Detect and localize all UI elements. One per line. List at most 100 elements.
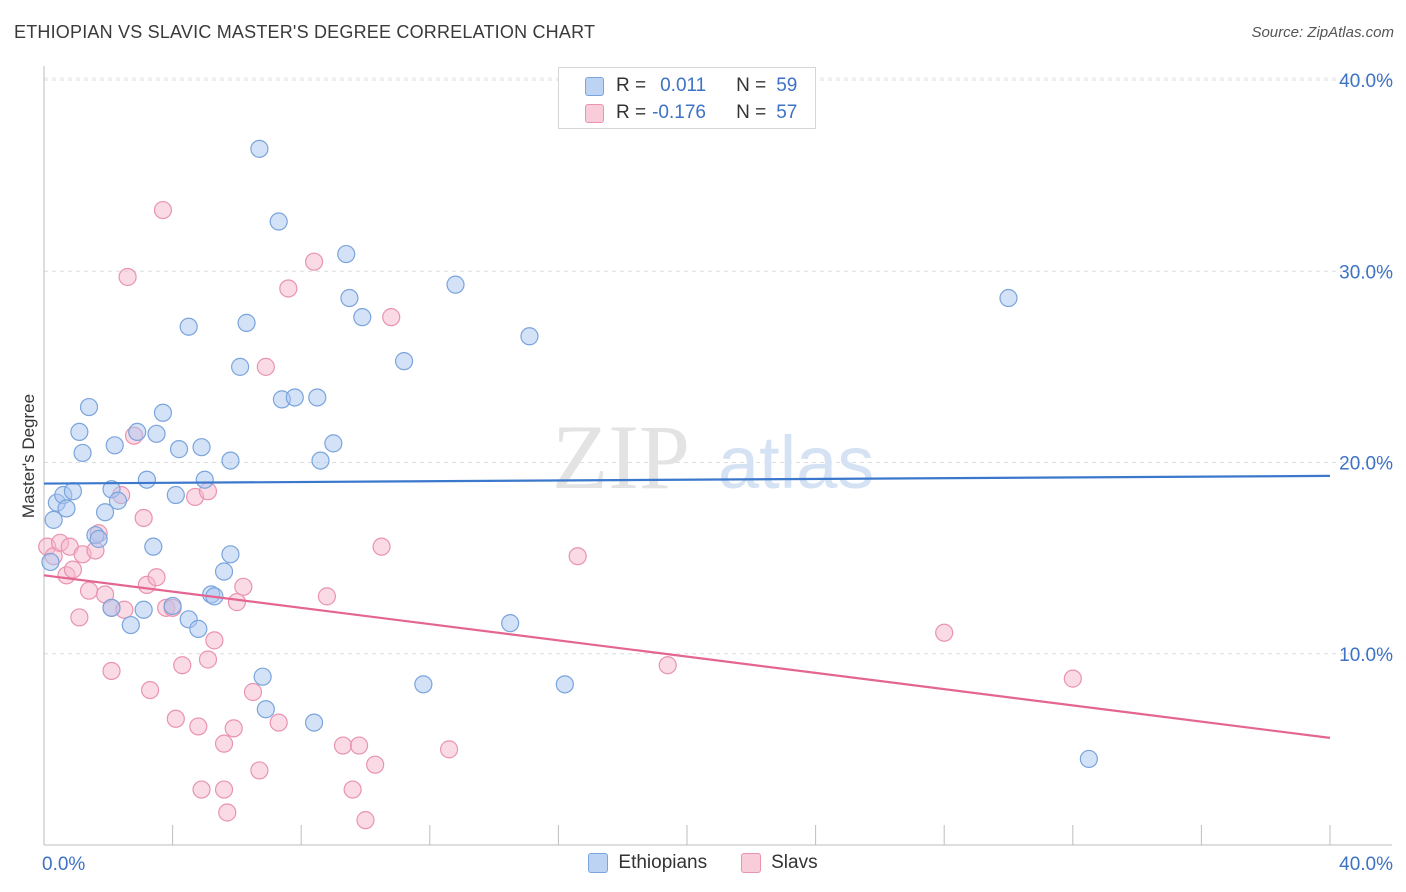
point-ethiopians <box>304 713 324 732</box>
n-label: N = <box>736 102 767 123</box>
point-ethiopians <box>192 438 211 457</box>
point-ethiopians <box>221 545 240 564</box>
x-tick-label-left: 0.0% <box>42 854 85 875</box>
point-ethiopians <box>73 443 92 463</box>
point-ethiopians <box>134 600 153 619</box>
watermark-zip: ZIP <box>552 406 690 508</box>
point-slavs <box>304 252 324 271</box>
r-value: -0.176 <box>652 102 706 123</box>
point-slavs <box>279 279 298 298</box>
point-ethiopians <box>105 436 124 455</box>
point-ethiopians <box>137 470 156 489</box>
point-ethiopians <box>253 667 272 686</box>
legend-swatch-pink <box>585 103 604 123</box>
legend-label: Slavs <box>771 852 818 873</box>
point-slavs <box>250 761 269 780</box>
watermark: ZIP atlas <box>552 406 874 508</box>
point-ethiopians <box>250 139 269 158</box>
x-tick-label-right: 40.0% <box>1339 854 1393 875</box>
point-slavs <box>372 537 391 556</box>
source-label: Source: ZipAtlas.com <box>1251 24 1394 41</box>
point-slavs <box>269 713 288 732</box>
point-ethiopians <box>63 482 83 501</box>
point-slavs <box>256 357 275 376</box>
point-slavs <box>568 547 587 566</box>
y-tick-label: 40.0% <box>1339 71 1393 92</box>
point-ethiopians <box>166 485 185 505</box>
point-ethiopians <box>121 615 140 635</box>
point-ethiopians <box>189 619 208 638</box>
series-slavs <box>38 200 1082 830</box>
stats-row-slavs: R = -0.176 N = 57 <box>585 100 797 126</box>
point-ethiopians <box>308 388 327 407</box>
point-ethiopians <box>144 537 163 556</box>
point-slavs <box>140 680 160 700</box>
point-slavs <box>382 308 401 327</box>
legend-label: Ethiopians <box>618 852 708 873</box>
point-slavs <box>63 560 83 579</box>
point-ethiopians <box>999 288 1018 308</box>
point-ethiopians <box>95 503 115 522</box>
point-ethiopians <box>555 675 574 694</box>
point-slavs <box>439 740 459 759</box>
point-slavs <box>333 736 353 755</box>
point-ethiopians <box>89 529 108 549</box>
point-ethiopians <box>221 451 240 470</box>
n-value: 59 <box>776 75 798 96</box>
legend-item-slavs[interactable]: Slavs <box>741 852 818 874</box>
trend-line-ethiopians <box>43 474 1331 485</box>
point-ethiopians <box>324 434 343 453</box>
point-ethiopians <box>41 552 60 572</box>
point-ethiopians <box>1079 749 1098 769</box>
r-value: 0.011 <box>660 75 707 96</box>
point-slavs <box>134 508 153 528</box>
point-ethiopians <box>237 313 256 332</box>
point-slavs <box>70 608 89 627</box>
point-slavs <box>1063 669 1082 688</box>
point-ethiopians <box>79 397 99 417</box>
point-slavs <box>356 811 375 830</box>
point-slavs <box>198 650 218 669</box>
point-ethiopians <box>501 614 520 633</box>
point-slavs <box>366 755 385 774</box>
trend-line-slavs <box>43 574 1331 739</box>
point-ethiopians <box>269 212 288 231</box>
point-ethiopians <box>195 470 214 489</box>
point-ethiopians <box>102 598 121 617</box>
point-slavs <box>118 267 137 287</box>
point-ethiopians <box>520 327 539 346</box>
point-ethiopians <box>179 317 198 336</box>
point-slavs <box>935 623 954 642</box>
point-ethiopians <box>153 403 173 422</box>
point-slavs <box>173 656 192 675</box>
point-slavs <box>214 734 234 753</box>
point-ethiopians <box>337 244 356 264</box>
r-label: R = <box>616 75 647 96</box>
point-ethiopians <box>163 596 182 616</box>
point-slavs <box>317 587 337 606</box>
point-slavs <box>205 631 224 650</box>
point-ethiopians <box>128 422 147 441</box>
n-label: N = <box>736 75 767 96</box>
point-slavs <box>218 803 237 822</box>
point-ethiopians <box>44 510 63 529</box>
tick-labels: 10.0% 20.0% 30.0% 40.0% 0.0% 40.0% <box>42 71 1393 875</box>
y-tick-label: 30.0% <box>1339 262 1393 283</box>
point-ethiopians <box>340 288 359 308</box>
point-ethiopians <box>394 352 414 371</box>
point-slavs <box>234 577 253 596</box>
point-slavs <box>102 661 121 681</box>
point-slavs <box>153 200 173 220</box>
point-slavs <box>189 717 208 736</box>
point-slavs <box>658 656 677 675</box>
legend-item-ethiopians[interactable]: Ethiopians <box>588 852 707 874</box>
point-slavs <box>227 593 246 612</box>
series-legend: Ethiopians Slavs <box>0 852 1406 874</box>
legend-swatch-pink <box>741 853 762 873</box>
point-slavs <box>214 780 234 799</box>
n-value: 57 <box>776 102 798 123</box>
watermark-atlas: atlas <box>718 421 874 504</box>
point-ethiopians <box>169 440 189 459</box>
point-ethiopians <box>214 562 234 581</box>
